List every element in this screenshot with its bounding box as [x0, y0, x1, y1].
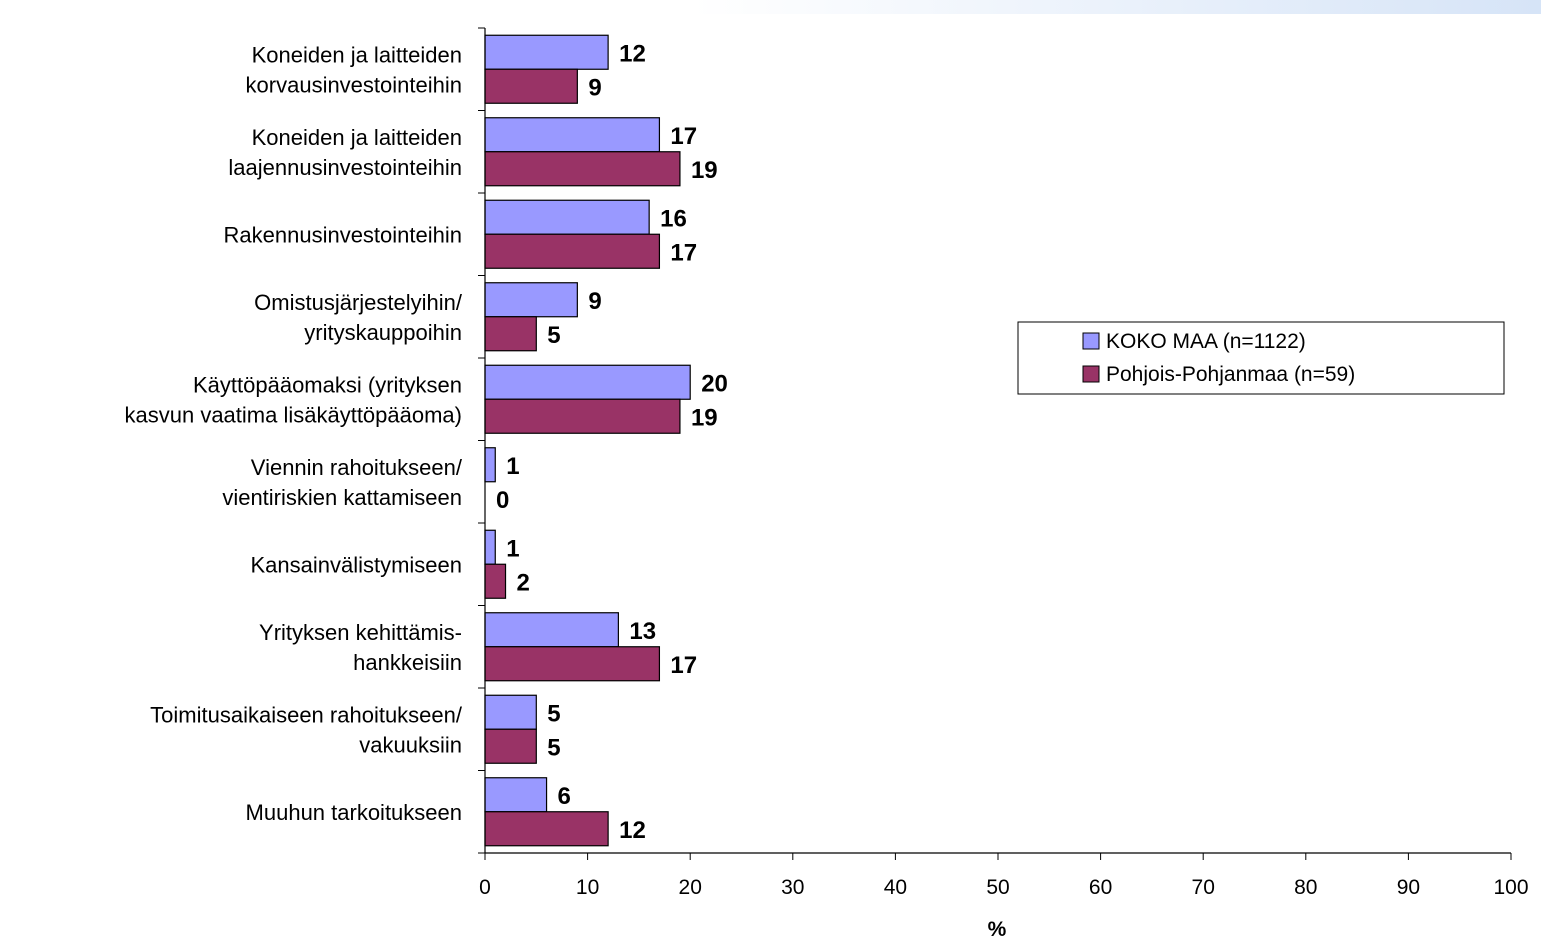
- value-label-koko-maa-7: 13: [629, 618, 656, 645]
- top-decorative-strip: [0, 0, 1541, 14]
- category-label-8: Toimitusaikaiseen rahoitukseen/vakuuksii…: [150, 702, 463, 757]
- x-tick-label-10: 100: [1493, 876, 1528, 899]
- value-label-koko-maa-2: 16: [660, 205, 687, 232]
- x-tick-label-6: 60: [1089, 876, 1112, 899]
- bar-koko-maa-8: [484, 694, 537, 730]
- bar-koko-maa-3: [484, 282, 578, 318]
- x-tick-label-2: 20: [679, 876, 702, 899]
- value-label-pohjois-pohjanmaa-4: 19: [691, 404, 718, 431]
- value-label-pohjois-pohjanmaa-6: 2: [517, 569, 530, 596]
- value-label-pohjois-pohjanmaa-7: 17: [670, 652, 697, 679]
- category-label-4: Käyttöpääomaksi (yrityksen kasvun vaatima…: [125, 372, 463, 427]
- x-axis-title: %: [988, 918, 1007, 940]
- bar-koko-maa-9: [484, 777, 548, 813]
- legend-label-pohjois-pohjanmaa: Pohjois-Pohjanmaa (n=59): [1106, 363, 1355, 386]
- legend-label-koko-maa: KOKO MAA (n=1122): [1106, 330, 1306, 353]
- value-label-pohjois-pohjanmaa-0: 9: [588, 74, 601, 101]
- x-tick-label-9: 90: [1397, 876, 1420, 899]
- bar-koko-maa-0: [484, 34, 609, 70]
- bar-pohjois-pohjanmaa-0: [484, 68, 578, 104]
- x-tick-label-8: 80: [1294, 876, 1317, 899]
- bar-pohjois-pohjanmaa-1: [484, 151, 681, 187]
- value-label-pohjois-pohjanmaa-8: 5: [547, 734, 560, 761]
- legend-swatch-koko-maa: [1082, 332, 1100, 350]
- category-label-7: Yrityksen kehittämis-hankkeisiin: [259, 620, 462, 675]
- category-labels-group: Koneiden ja laitteiden korvausinvestointe…: [125, 42, 463, 825]
- bar-koko-maa-7: [484, 612, 619, 648]
- value-label-pohjois-pohjanmaa-1: 19: [691, 157, 718, 184]
- value-label-koko-maa-6: 1: [506, 535, 519, 562]
- x-tick-label-0: 0: [479, 876, 491, 899]
- bar-koko-maa-2: [484, 199, 650, 235]
- category-label-5: Viennin rahoitukseen/vientiriskien katta…: [222, 455, 463, 510]
- value-label-koko-maa-3: 9: [588, 288, 601, 315]
- value-label-koko-maa-8: 5: [547, 700, 560, 727]
- legend-swatch-pohjois-pohjanmaa: [1082, 365, 1100, 383]
- x-tick-label-5: 50: [986, 876, 1009, 899]
- value-label-pohjois-pohjanmaa-9: 12: [619, 817, 646, 844]
- bar-pohjois-pohjanmaa-7: [484, 646, 661, 682]
- x-tick-label-1: 10: [576, 876, 599, 899]
- value-label-koko-maa-9: 6: [558, 783, 571, 810]
- value-label-koko-maa-5: 1: [506, 453, 519, 480]
- category-label-6: Kansainvälistymiseen: [250, 552, 462, 577]
- x-tick-label-7: 70: [1192, 876, 1215, 899]
- bar-pohjois-pohjanmaa-3: [484, 316, 537, 352]
- bar-koko-maa-5: [484, 447, 496, 483]
- x-tick-label-4: 40: [884, 876, 907, 899]
- category-label-3: Omistusjärjestelyihin/yrityskauppoihin: [254, 290, 463, 345]
- category-label-2: Rakennusinvestointeihin: [224, 222, 463, 247]
- bar-pohjois-pohjanmaa-8: [484, 728, 537, 764]
- x-tick-label-3: 30: [781, 876, 804, 899]
- bar-pohjois-pohjanmaa-6: [484, 563, 507, 599]
- bar-koko-maa-4: [484, 364, 691, 400]
- value-label-koko-maa-1: 17: [670, 123, 697, 150]
- value-label-koko-maa-0: 12: [619, 40, 646, 67]
- category-label-1: Koneiden ja laitteiden laajennusinvestoin…: [228, 125, 462, 180]
- value-label-pohjois-pohjanmaa-2: 17: [670, 239, 697, 266]
- legend: KOKO MAA (n=1122) Pohjois-Pohjanmaa (n=59…: [1017, 321, 1505, 395]
- value-label-koko-maa-4: 20: [701, 370, 728, 397]
- category-label-9: Muuhun tarkoitukseen: [246, 800, 462, 825]
- bar-pohjois-pohjanmaa-4: [484, 398, 681, 434]
- bar-koko-maa-1: [484, 117, 661, 153]
- x-ticks-group: 0 10 20 30 40 50 60 70 80 90 100: [479, 853, 1529, 899]
- category-label-0: Koneiden ja laitteiden korvausinvestointe…: [246, 42, 462, 97]
- value-label-pohjois-pohjanmaa-3: 5: [547, 322, 560, 349]
- bar-pohjois-pohjanmaa-2: [484, 233, 661, 269]
- bar-koko-maa-6: [484, 529, 496, 565]
- bar-pohjois-pohjanmaa-9: [484, 811, 609, 847]
- value-label-pohjois-pohjanmaa-5: 0: [496, 487, 509, 514]
- bars-group: [484, 34, 691, 847]
